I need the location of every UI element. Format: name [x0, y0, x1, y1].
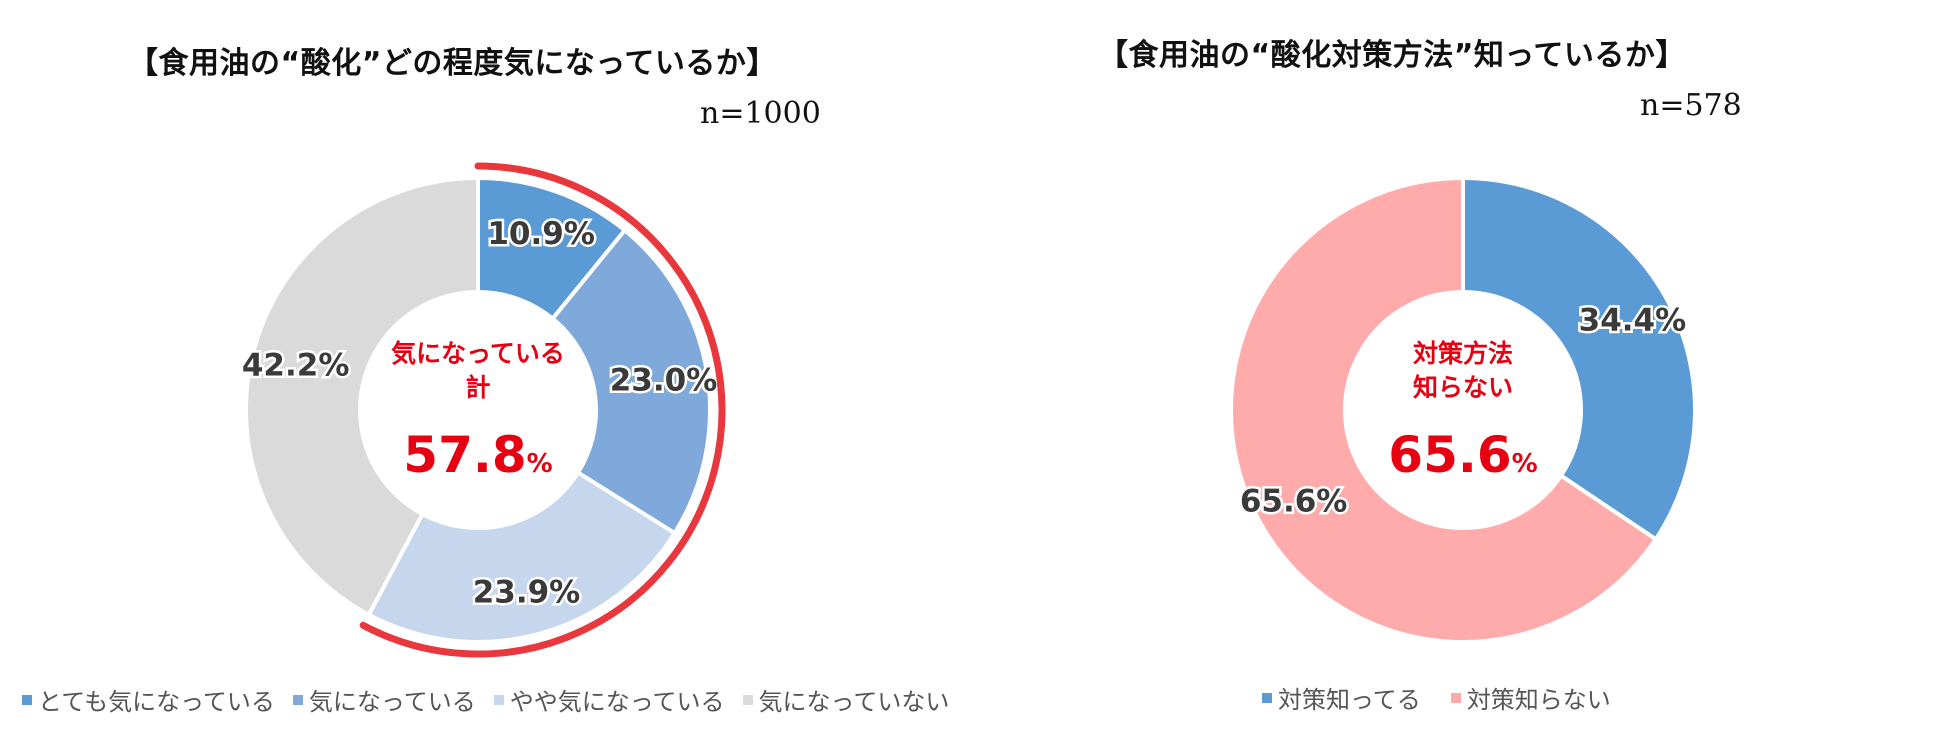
- legend-label: 気になっている: [308, 688, 476, 716]
- center-total-number: 65.6: [1388, 426, 1511, 484]
- legend-label: やや気になっている: [509, 688, 725, 716]
- chart-title: 【食用油の“酸化”どの程度気になっているか】: [128, 46, 777, 81]
- legend-item: 対策知らない: [1450, 680, 1611, 715]
- slice-data-label: 10.9%: [487, 216, 595, 252]
- data-labels: 34.4% 65.6%: [1237, 300, 1688, 522]
- center-label-line1: 気になっている: [391, 339, 565, 368]
- slice-data-label: 42.2%: [242, 347, 350, 383]
- donut-slice: [366, 469, 678, 644]
- center-label-line2: 計: [465, 373, 490, 402]
- slice-data-label: 23.0%: [610, 362, 718, 398]
- legend-swatch: [1450, 692, 1461, 703]
- highlight-arc: [359, 162, 726, 658]
- slices: [244, 175, 712, 644]
- donut-slice: [1461, 175, 1697, 542]
- slice-data-label: 23.9%: [473, 575, 581, 611]
- data-labels: 10.9% 23.0% 23.9% 42.2%: [239, 213, 719, 613]
- slices: [1229, 175, 1697, 644]
- donut-slice: [244, 175, 480, 618]
- center-total-value: 65.6%: [1388, 426, 1537, 484]
- slice-data-label: 34.4%: [1579, 303, 1687, 339]
- sample-size-label: n=1000: [700, 96, 821, 131]
- legend-label: 対策知ってる: [1278, 686, 1421, 714]
- center-total-value: 57.8%: [403, 426, 552, 484]
- center-total-number: 57.8: [403, 426, 526, 484]
- chart-title: 【食用油の“酸化対策方法”知っているか】: [1098, 38, 1686, 73]
- chart-panel-countermeasure-knowledge: 34.4% 65.6% 対策方法知らない 65.6% 【食用油の“酸化対策方法”知って…: [1000, 0, 1950, 742]
- legend-label: とても気になっている: [38, 688, 275, 716]
- center-total-unit: %: [527, 449, 553, 479]
- sample-size-label: n=578: [1640, 88, 1742, 123]
- donut-slice: [1229, 175, 1659, 644]
- legend-label: 対策知らない: [1466, 686, 1611, 714]
- legend-item: とても気になっている: [22, 682, 275, 717]
- legend-item: やや気になっている: [493, 682, 725, 717]
- legend-label: 気になっていない: [758, 688, 950, 716]
- center-label-line2: 知らない: [1413, 373, 1513, 402]
- legend-item: 気になっている: [292, 682, 476, 717]
- legend-swatch: [292, 694, 303, 705]
- legend-swatch: [22, 694, 32, 705]
- legend: 対策知ってる 対策知らない: [1262, 680, 1629, 715]
- chart-panel-oxidation-concern: 10.9% 23.0% 23.9% 42.2% 気になっている計 57.8% 【食用油の“…: [22, 46, 967, 717]
- legend-item: 対策知ってる: [1262, 680, 1421, 715]
- donut-slice: [549, 227, 712, 536]
- center-label-line1: 対策方法: [1413, 339, 1513, 368]
- legend-swatch: [493, 694, 504, 705]
- legend-item: 気になっていない: [742, 682, 950, 717]
- legend-swatch: [742, 694, 753, 705]
- legend-swatch: [1262, 692, 1272, 703]
- slice-data-label: 65.6%: [1240, 483, 1348, 519]
- center-total-unit: %: [1512, 449, 1538, 479]
- legend: とても気になっている 気になっている やや気になっている 気になっていない: [22, 682, 967, 717]
